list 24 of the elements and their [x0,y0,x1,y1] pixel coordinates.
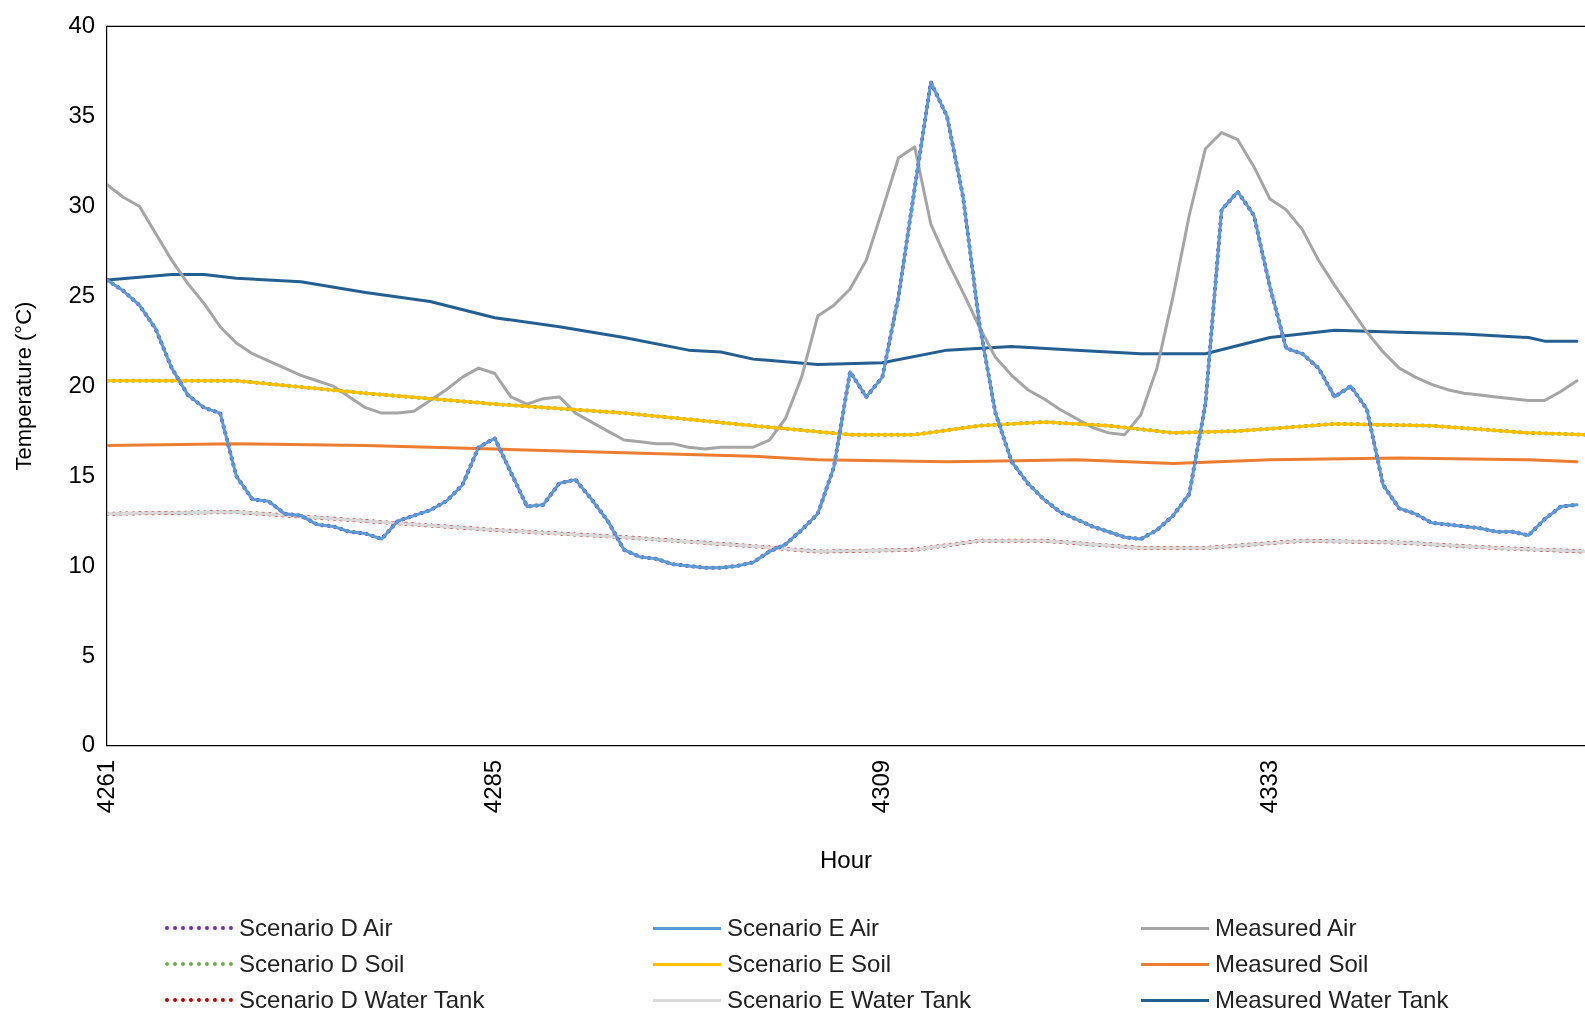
legend-label: Scenario E Soil [727,950,892,978]
y-tick-label: 10 [68,550,96,578]
y-tick-label: 40 [68,11,96,39]
y-tick-label: 15 [68,460,96,488]
legend-label: Scenario D Water Tank [239,986,485,1014]
y-axis-title: Temperature (°C) [11,301,37,471]
y-tick-label: 35 [68,100,96,128]
legend-label: Measured Water Tank [1215,986,1449,1014]
y-tick-label: 0 [81,730,96,758]
legend-label: Scenario D Air [239,914,393,942]
legend-label: Measured Air [1215,914,1357,942]
legend-label: Scenario E Air [727,914,880,942]
x-tick-label: 4285 [479,759,507,814]
legend-label: Measured Soil [1215,950,1369,978]
x-axis-title: Hour [820,846,873,874]
legend-label: Scenario E Water Tank [727,986,972,1014]
legend-label: Scenario D Soil [239,950,405,978]
y-tick-label: 20 [68,370,96,398]
x-tick-label: 4309 [867,759,895,814]
x-tick-label: 4333 [1254,759,1282,814]
x-tick-label: 4261 [91,759,119,814]
y-tick-label: 5 [81,640,96,668]
y-tick-label: 25 [68,280,96,308]
y-tick-label: 30 [68,190,96,218]
